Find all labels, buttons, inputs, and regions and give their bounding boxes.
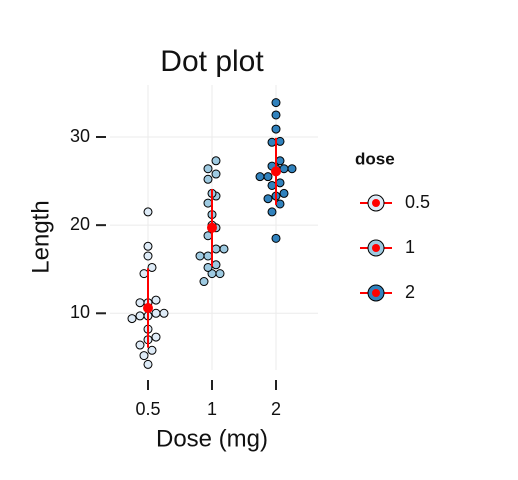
dot — [267, 180, 277, 190]
dot — [159, 308, 169, 318]
dot — [151, 332, 161, 342]
dot — [211, 244, 221, 254]
legend-label: 1 — [405, 237, 415, 257]
dot — [143, 241, 153, 251]
dot — [211, 156, 221, 166]
dot — [275, 178, 285, 188]
dot — [127, 314, 137, 324]
dot — [143, 359, 153, 369]
mean-point — [271, 166, 281, 177]
dot — [279, 164, 289, 174]
legend-label: 0.5 — [405, 192, 430, 212]
dot — [275, 136, 285, 146]
dot — [151, 295, 161, 305]
chart-title: Dot plot — [160, 45, 264, 78]
dot — [203, 164, 213, 174]
dot — [151, 308, 161, 318]
legend-title: dose — [355, 149, 395, 168]
dot — [199, 277, 209, 287]
dot — [143, 207, 153, 217]
dot — [271, 233, 281, 243]
dot — [263, 172, 273, 182]
dot — [267, 207, 277, 217]
dot — [275, 156, 285, 166]
dot — [271, 124, 281, 134]
dot — [263, 194, 273, 204]
dot — [255, 172, 265, 182]
x-tick-label: 1 — [207, 399, 217, 419]
dot — [267, 137, 277, 147]
dot — [147, 345, 157, 355]
dot — [139, 351, 149, 361]
dot — [135, 298, 145, 308]
dot — [135, 311, 145, 321]
y-tick-label: 20 — [70, 214, 90, 234]
dot — [215, 269, 225, 279]
y-tick-label: 30 — [70, 126, 90, 146]
mean-point — [143, 302, 153, 313]
dot — [275, 199, 285, 209]
dot — [203, 198, 213, 208]
legend-label: 2 — [405, 282, 415, 302]
dot — [219, 244, 229, 254]
dot — [211, 169, 221, 179]
dot — [271, 98, 281, 108]
dot — [203, 174, 213, 184]
mean-point — [207, 222, 217, 233]
dot — [279, 188, 289, 198]
y-axis-label: Length — [27, 200, 54, 273]
legend-key-mean — [372, 244, 380, 252]
dot — [135, 340, 145, 350]
dot — [203, 231, 213, 241]
x-tick-label: 0.5 — [135, 399, 160, 419]
dot — [271, 110, 281, 120]
legend-key-mean — [372, 289, 380, 297]
dot — [203, 262, 213, 272]
dot — [203, 251, 213, 261]
legend-key-mean — [372, 199, 380, 207]
dot — [195, 251, 205, 261]
x-tick-label: 2 — [271, 399, 281, 419]
dot — [143, 251, 153, 261]
dot — [287, 164, 297, 174]
x-axis-label: Dose (mg) — [156, 425, 268, 452]
dot — [147, 262, 157, 272]
dot — [211, 260, 221, 270]
y-tick-label: 10 — [70, 302, 90, 322]
dot — [139, 269, 149, 279]
